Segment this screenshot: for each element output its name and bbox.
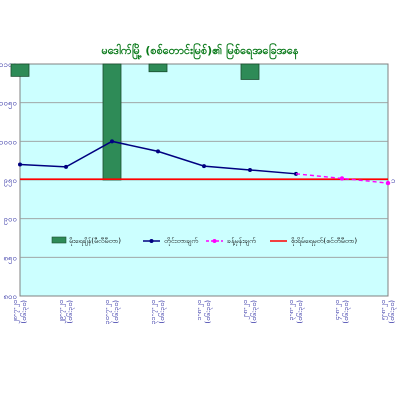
legend-forecast-label: ခန့်မှန်းချက် — [227, 237, 256, 246]
x-tick-sublabel: (၀၆:၃၀) — [342, 300, 351, 324]
legend-observed-label: တိုင်းတာချက် — [164, 237, 199, 246]
x-tick-label: ၅-၈-၂၀ — [379, 300, 388, 320]
x-tick-label: ၂၉-၇-၂၀ — [57, 300, 66, 325]
forecast-point — [385, 180, 391, 186]
observed-point — [202, 164, 206, 169]
x-tick-sublabel: (၀၆:၃၀) — [66, 300, 75, 324]
legend-observed-marker — [149, 239, 154, 243]
observed-point — [64, 164, 68, 169]
right-tick-label: ၁ — [391, 176, 396, 185]
left-tick-label: ၁၀၀၀ — [0, 137, 17, 146]
rainfall-bar — [240, 63, 260, 80]
legend-danger-label: စိုးရိမ်ရေမှတ်(စင်တီမီတာ) — [291, 237, 357, 246]
chart-title: မဒေါက်မြို့ (စစ်တောင်းမြစ်)၏ မြစ်ရေအခြေအ… — [101, 44, 299, 57]
x-tick-sublabel: (၀၆:၃၀) — [250, 300, 259, 324]
left-tick-label: ၁၁၀၀ — [0, 60, 17, 69]
left-tick-label: ၁၀၅၀ — [0, 99, 17, 110]
observed-point — [156, 149, 160, 154]
x-tick-sublabel: (၀၆:၃၀) — [112, 300, 121, 324]
rainfall-bar — [102, 63, 122, 181]
observed-point — [18, 162, 22, 167]
legend-rainfall-swatch — [51, 236, 67, 244]
observed-point — [248, 167, 252, 172]
x-tick-sublabel: (၀၆:၃၀) — [388, 300, 397, 324]
x-tick-sublabel: (၀၆:၃၀) — [158, 300, 167, 324]
x-tick-label: ၂၈-၇-၂၀ — [11, 300, 20, 325]
forecast-point — [339, 176, 345, 181]
left-tick-label: ၈၀၀ — [3, 292, 17, 301]
x-tick-label: ၃-၈-၂၀ — [287, 300, 296, 320]
rainfall-bar — [10, 63, 30, 77]
left-tick-label: ၉၀၀ — [4, 215, 18, 226]
legend-rainfall-label: မိုးရေချိန်(မီလီမီတာ) — [69, 237, 121, 246]
left-tick-label: ၈၅၀ — [3, 253, 17, 264]
observed-point — [110, 139, 114, 144]
forecast-series-line — [295, 173, 389, 184]
x-tick-label: ၂-၈-၂၀ — [241, 300, 250, 321]
x-tick-label: ၁-၈-၂၀ — [195, 300, 204, 320]
x-tick-label: ၃၁-၇-၂၀ — [149, 300, 158, 324]
x-tick-label: ၄-၈-၂၀ — [333, 300, 342, 320]
legend-forecast-marker — [212, 239, 217, 243]
left-tick-label: ၉၅၀ — [4, 176, 18, 187]
x-tick-label: ၃၀-၇-၂၀ — [103, 300, 112, 324]
x-tick-sublabel: (၀၆:၃၀) — [204, 300, 213, 324]
rainfall-bar — [148, 63, 168, 73]
x-tick-sublabel: (၀၆:၃၀) — [296, 300, 305, 324]
x-tick-sublabel: (၀၆:၃၀) — [20, 300, 29, 324]
